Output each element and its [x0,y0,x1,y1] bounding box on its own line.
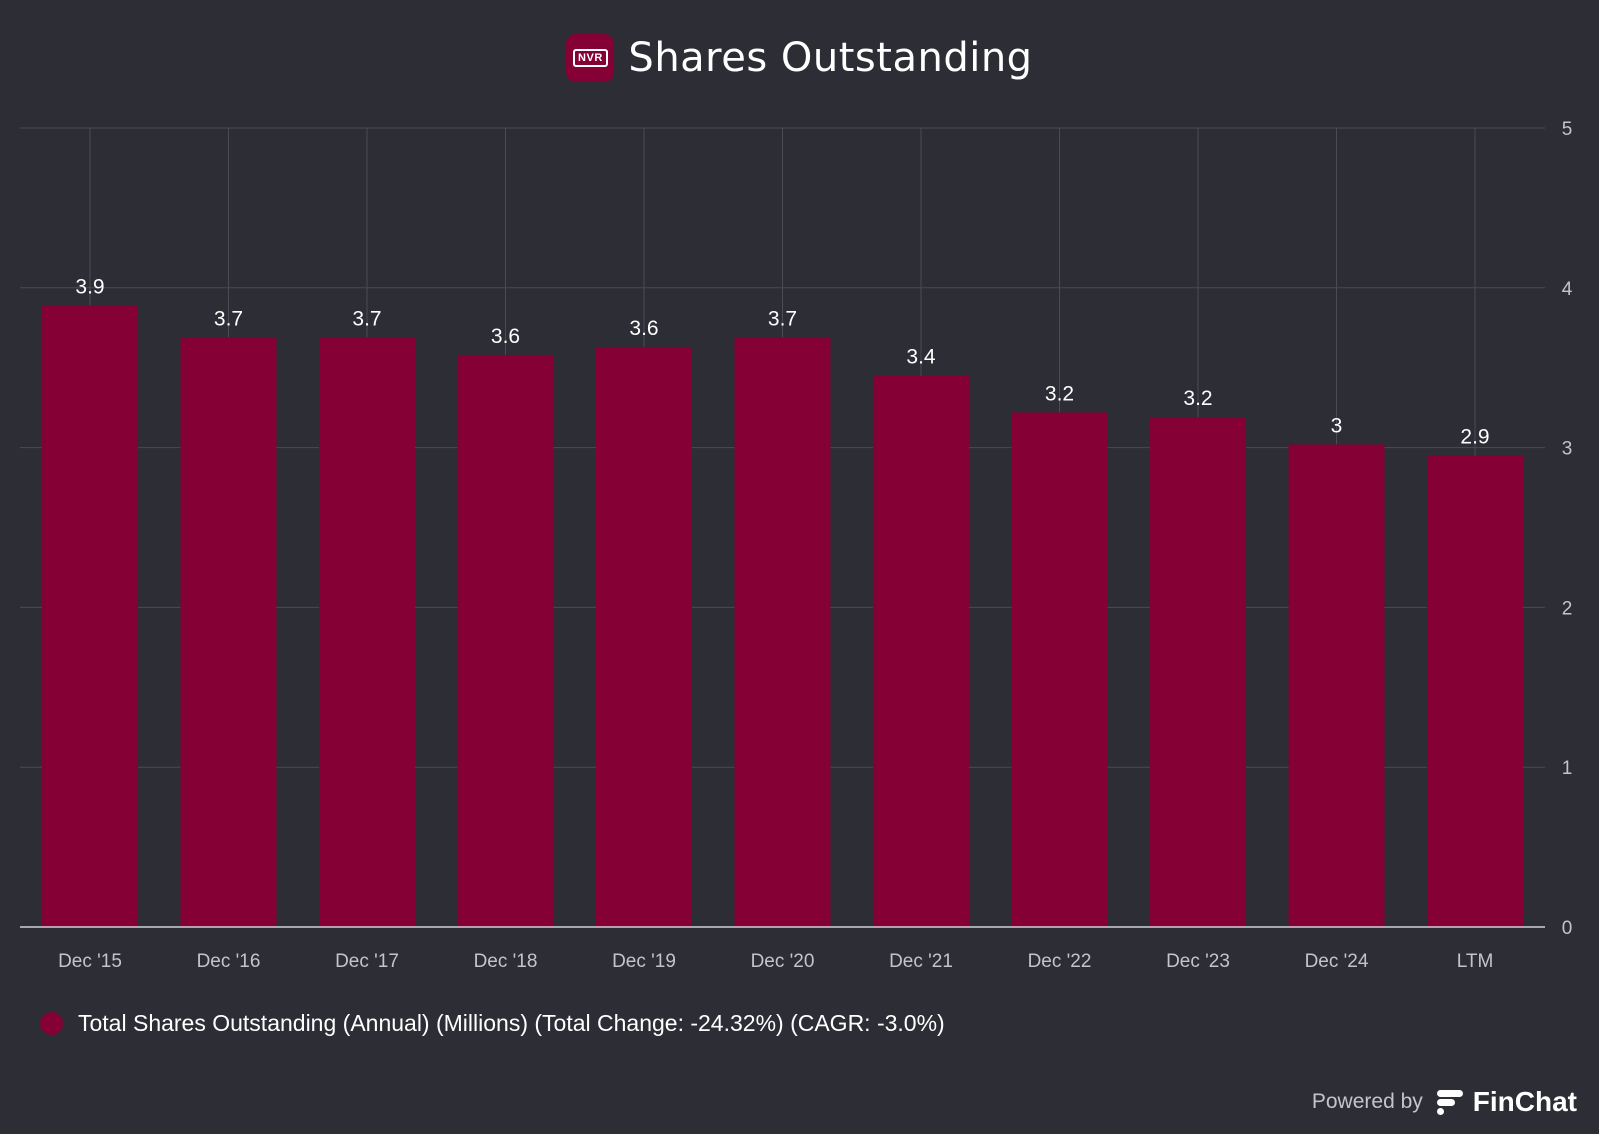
powered-by-label: Powered by [1311,1090,1423,1113]
data-label: 3.6 [491,325,520,348]
data-label: 3.6 [629,317,658,340]
bar[interactable] [1288,444,1385,927]
y-tick-label: 4 [1562,279,1573,300]
bar[interactable] [873,375,969,927]
y-tick-label: 2 [1562,598,1573,619]
data-label: 3.7 [214,307,243,330]
company-logo-text: NVR [573,49,608,67]
company-logo: NVR [566,34,615,82]
data-label: 3.9 [75,275,104,298]
powered-by: Powered by FinChat [1312,1086,1577,1118]
x-tick-label: Dec '19 [612,951,676,972]
y-tick-label: 5 [1562,119,1573,140]
bar[interactable] [42,305,138,927]
data-label: 3.4 [906,346,936,369]
x-tick-label: LTM [1457,951,1494,972]
chart-title: Shares Outstanding [628,35,1033,81]
data-label: 3.7 [352,307,381,330]
bar[interactable] [1427,455,1523,927]
bar-chart: 0 1 2 3 4 5 3.9 Dec '15 3.7 Dec '16 3.7 Dec '17 3.6 D… [20,119,1573,972]
finchat-logo-icon [1436,1090,1463,1115]
bar[interactable] [457,354,554,927]
x-tick-label: Dec '23 [1166,951,1230,972]
x-tick-label: Dec '20 [751,951,815,972]
x-tick-label: Dec '22 [1028,951,1092,972]
data-label: 3.7 [768,307,797,330]
y-tick-label: 3 [1562,439,1573,460]
legend-color-dot [40,1012,63,1035]
x-tick-label: Dec '21 [889,951,953,972]
data-label: 3.2 [1045,382,1074,405]
x-tick-label: Dec '16 [197,951,261,972]
data-label: 3 [1331,414,1343,437]
y-tick-label: 1 [1562,758,1573,779]
bar[interactable] [319,337,415,927]
bar[interactable] [1150,417,1246,927]
x-tick-label: Dec '15 [58,951,122,972]
y-tick-label: 0 [1562,918,1573,939]
data-label: 2.9 [1460,426,1489,449]
bar[interactable] [596,346,692,927]
x-tick-label: Dec '24 [1305,951,1369,972]
chart-header: NVR Shares Outstanding [0,34,1599,82]
legend[interactable]: Total Shares Outstanding (Annual) (Milli… [40,1010,945,1037]
bar[interactable] [180,337,277,927]
bar[interactable] [1011,412,1108,928]
legend-label: Total Shares Outstanding (Annual) (Milli… [78,1010,945,1036]
bar[interactable] [734,337,831,927]
x-tick-label: Dec '18 [474,951,538,972]
finchat-brand: FinChat [1472,1086,1577,1117]
x-tick-label: Dec '17 [335,951,399,972]
data-label: 3.2 [1183,387,1212,410]
